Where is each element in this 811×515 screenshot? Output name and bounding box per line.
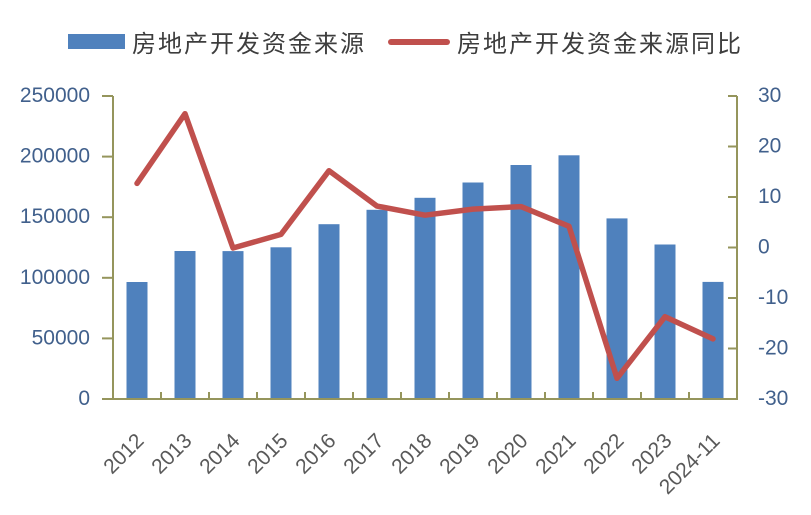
legend-label-funding-sources: 房地产开发资金来源 <box>132 32 366 58</box>
x-label-2022: 2022 <box>579 429 628 478</box>
left-tick-label: 150000 <box>20 205 90 228</box>
bar-series <box>126 155 724 399</box>
x-label-2020: 2020 <box>483 429 532 478</box>
left-tick-label: 0 <box>78 387 90 410</box>
bar-series-swatch-icon <box>68 34 125 49</box>
right-tick-label: 30 <box>758 84 781 107</box>
left-tick-label: 250000 <box>20 84 90 107</box>
left-tick-label: 50000 <box>32 326 90 349</box>
bar-2021 <box>558 155 580 399</box>
x-axis-ticks <box>160 392 690 399</box>
line-series-swatch-icon <box>388 38 450 45</box>
right-tick-label: -20 <box>758 337 788 360</box>
legend-item-funding-sources: 房地产开发资金来源 <box>68 24 366 59</box>
bar-2012 <box>126 282 148 399</box>
x-label-2014: 2014 <box>195 429 245 479</box>
left-tick-label: 200000 <box>20 145 90 168</box>
x-label-2015: 2015 <box>243 429 292 478</box>
bar-2023 <box>654 244 676 399</box>
bar-2017 <box>366 209 388 399</box>
legend-item-yoy: 房地产开发资金来源同比 <box>388 24 743 59</box>
right-tick-label: 0 <box>758 236 770 259</box>
x-label-2018: 2018 <box>387 429 436 478</box>
bar-2014 <box>222 251 244 399</box>
left-axis-ticks: 0 50000 100000 150000 200000 250000 <box>20 84 113 410</box>
legend-label-yoy: 房地产开发资金来源同比 <box>457 32 743 58</box>
bar-2016 <box>318 224 340 399</box>
x-label-2012: 2012 <box>99 429 148 478</box>
yoy-line-series <box>134 110 716 382</box>
x-label-2016: 2016 <box>291 429 340 478</box>
x-axis-labels: 2012201320142015201620172018201920202021… <box>99 429 724 499</box>
right-tick-label: -30 <box>758 387 788 410</box>
chart-legend: 房地产开发资金来源 房地产开发资金来源同比 <box>0 24 811 59</box>
x-label-2013: 2013 <box>147 429 196 478</box>
x-label-2021: 2021 <box>531 429 580 478</box>
bar-2013 <box>174 251 196 399</box>
left-tick-label: 100000 <box>20 266 90 289</box>
x-label-2019: 2019 <box>435 429 484 478</box>
bar-2018 <box>414 197 436 399</box>
right-tick-label: 10 <box>758 185 781 208</box>
bar-2019 <box>462 182 484 399</box>
right-tick-label: -10 <box>758 286 788 309</box>
right-axis-ticks: -30 -20 -10 0 10 20 30 <box>728 84 788 410</box>
bar-2015 <box>270 247 292 399</box>
bar-2020 <box>510 165 532 399</box>
right-tick-label: 20 <box>758 135 781 158</box>
x-label-2017: 2017 <box>339 429 388 478</box>
